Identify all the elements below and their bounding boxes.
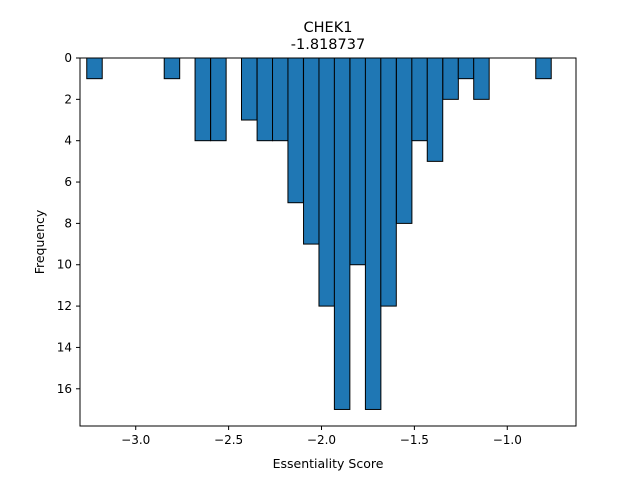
y-tick-label: 6	[64, 175, 72, 189]
histogram-bar	[163, 57, 181, 80]
chart-subtitle: -1.818737	[291, 37, 365, 53]
plot-frame	[79, 57, 577, 427]
histogram-bar	[457, 57, 475, 80]
histogram-bar	[318, 57, 335, 307]
histogram-bar	[287, 57, 304, 204]
y-tick-label: 8	[64, 216, 72, 230]
histogram-bar	[240, 57, 258, 121]
y-tick-label: 2	[64, 92, 72, 106]
histogram-bar	[272, 57, 289, 142]
y-tick-label: 4	[64, 134, 72, 148]
histogram-bar	[395, 57, 413, 224]
y-tick-label: 14	[57, 340, 72, 354]
y-axis-ticks: 0 2 4 6 8 10 12 14 16	[57, 51, 80, 396]
x-axis-ticks: −3.0 −2.5 −2.0 −1.5 −1.0	[121, 426, 522, 447]
histogram-bar	[86, 57, 103, 80]
histogram-bar	[442, 57, 459, 100]
histogram-bar	[210, 57, 227, 142]
histogram-bar	[426, 57, 444, 162]
histogram-bar	[349, 57, 366, 266]
y-tick-label: 0	[64, 51, 72, 65]
histogram-bar	[380, 57, 397, 307]
x-tick-label: −1.5	[400, 433, 429, 447]
histogram-bar	[303, 57, 320, 245]
x-axis-label: Essentiality Score	[273, 456, 384, 471]
histogram-bar	[194, 57, 212, 142]
histogram-bar	[535, 57, 552, 80]
x-tick-label: −2.0	[307, 433, 336, 447]
y-tick-label: 16	[57, 382, 72, 396]
histogram-bar	[333, 57, 351, 410]
x-tick-label: −1.0	[493, 433, 522, 447]
bars-group	[86, 57, 552, 410]
histogram-bar	[473, 57, 490, 100]
x-tick-label: −3.0	[121, 433, 150, 447]
histogram-bar	[364, 57, 382, 410]
chart-title: CHEK1	[304, 20, 353, 36]
histogram-bar	[411, 57, 428, 142]
y-tick-label: 12	[57, 299, 72, 313]
y-tick-label: 10	[57, 258, 72, 272]
y-axis-label: Frequency	[32, 209, 47, 274]
histogram-bar	[256, 57, 274, 142]
x-tick-label: −2.5	[214, 433, 243, 447]
